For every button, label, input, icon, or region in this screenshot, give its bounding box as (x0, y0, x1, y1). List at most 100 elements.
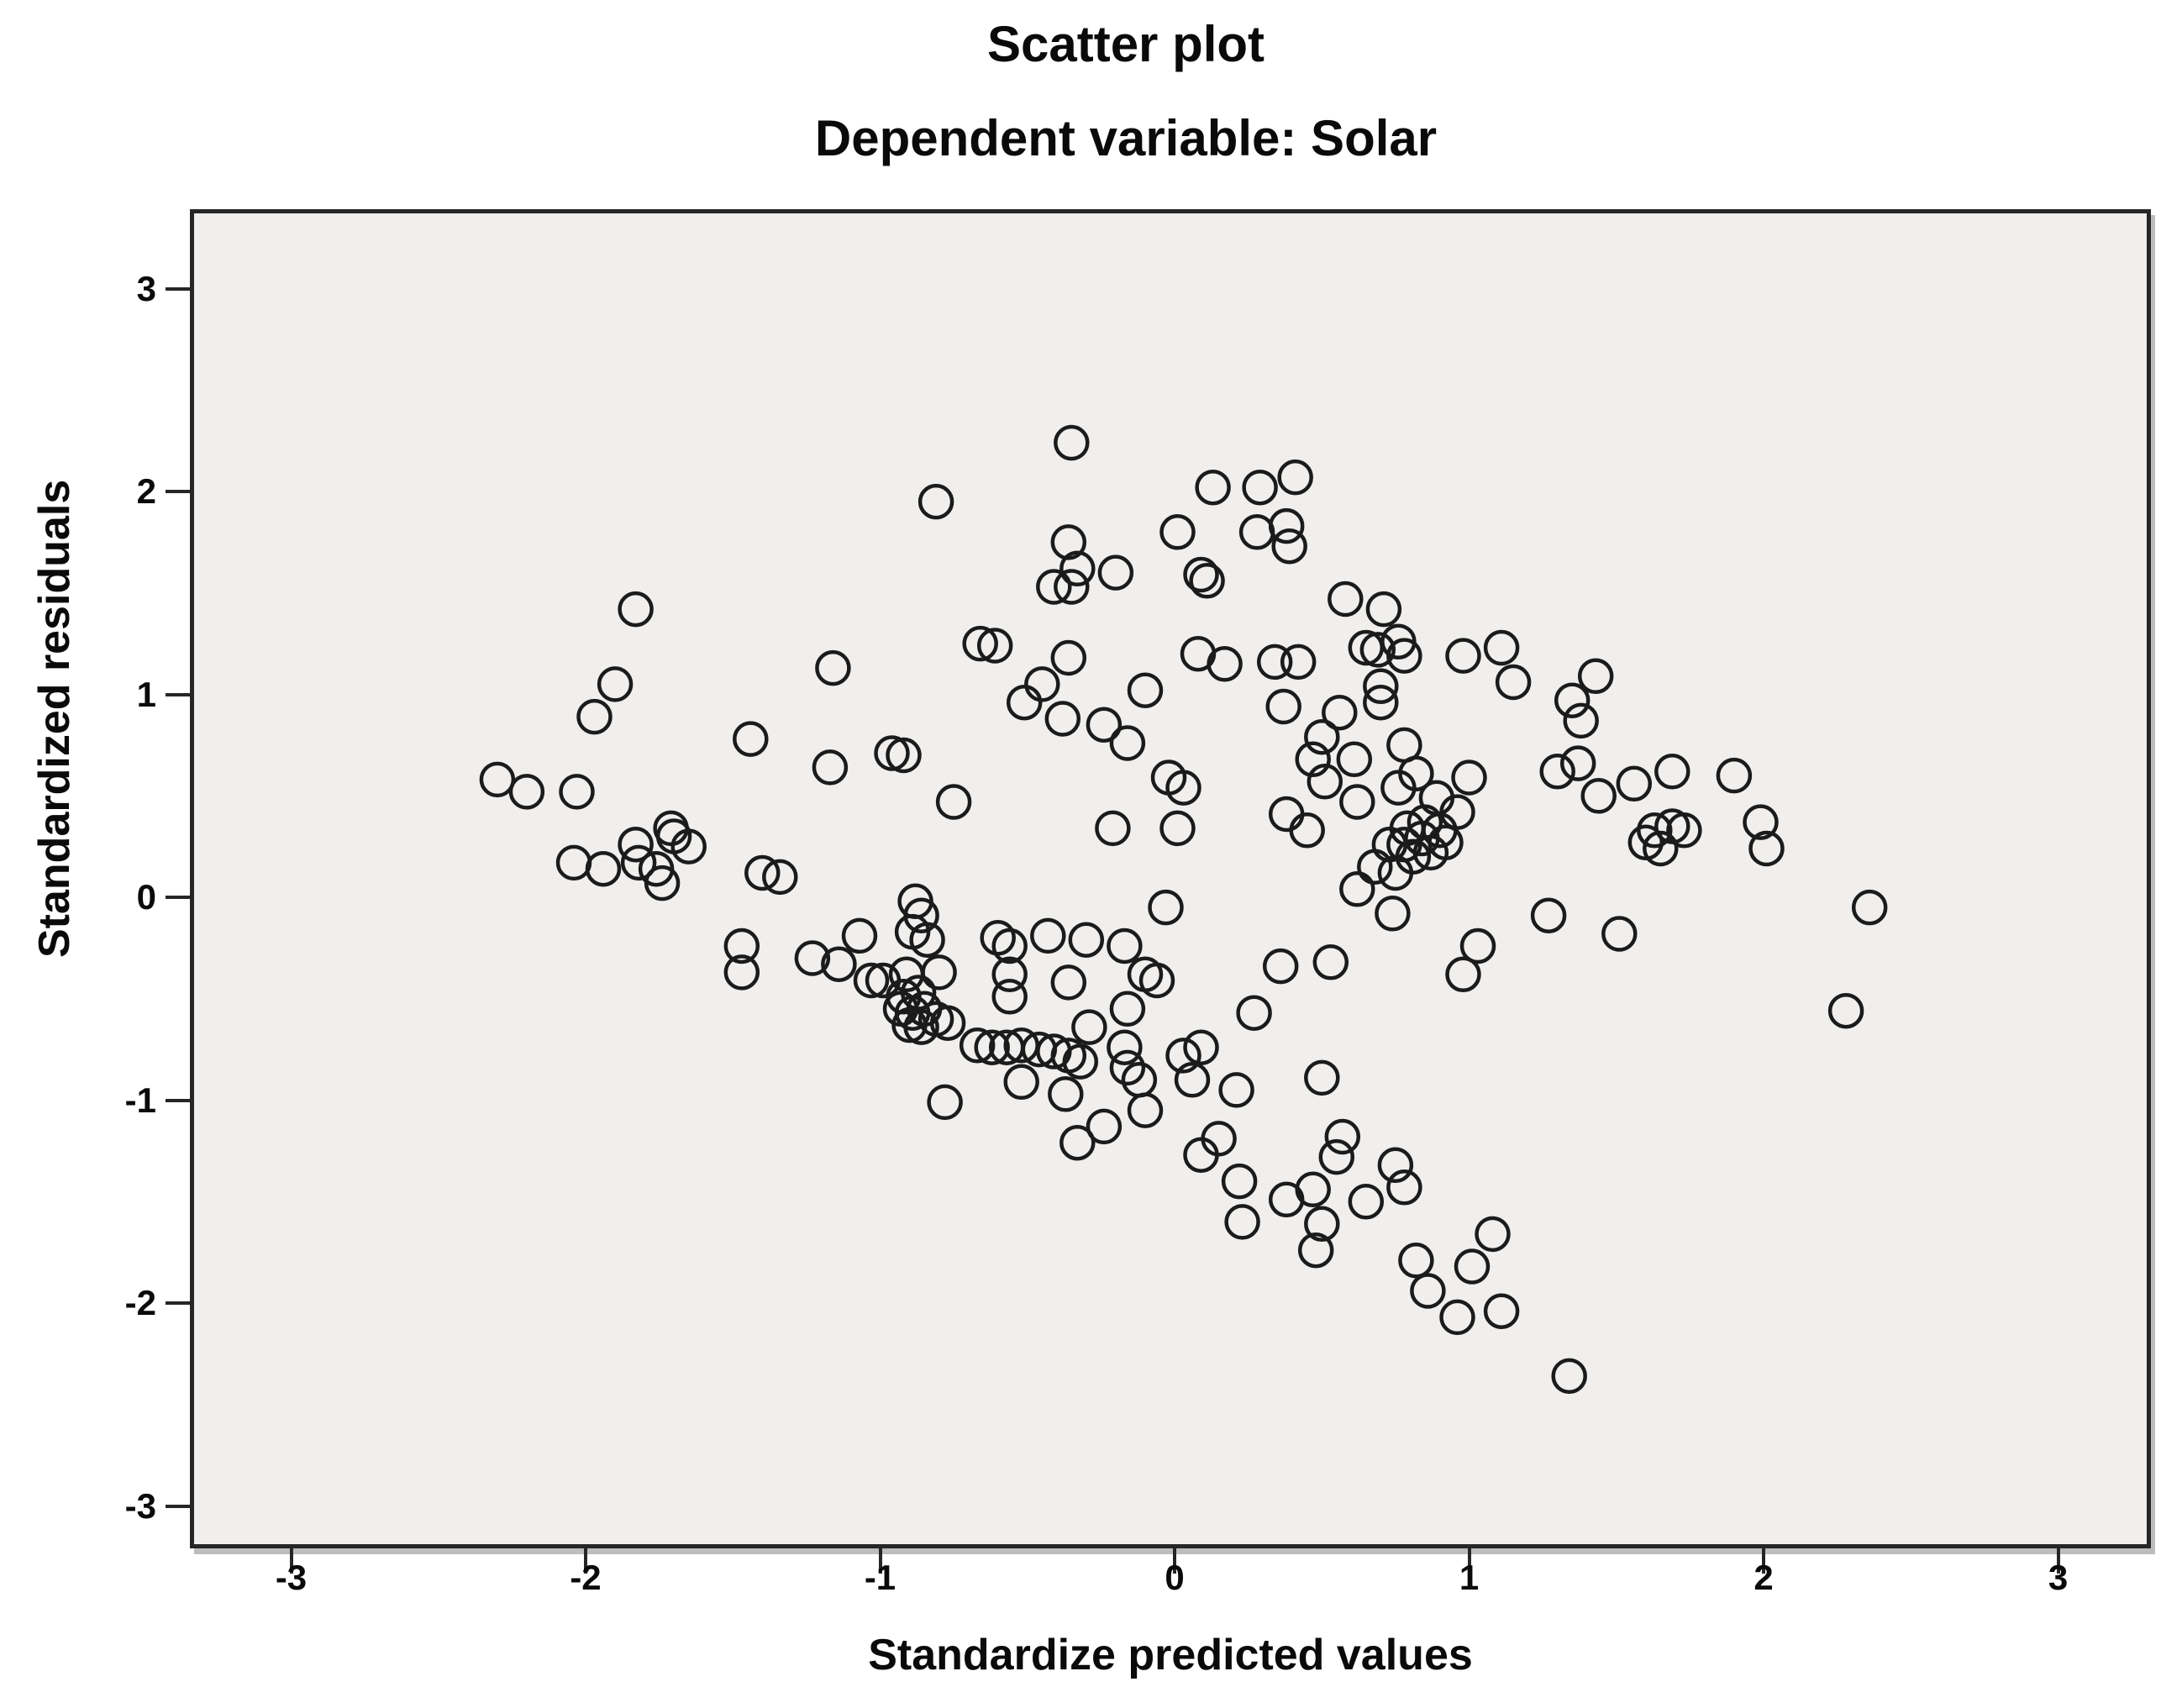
x-tick-label: 0 (1165, 1558, 1185, 1597)
data-point (1454, 1248, 1491, 1285)
data-point (1107, 928, 1143, 964)
data-point (1530, 897, 1567, 933)
x-axis-tick (584, 1548, 587, 1574)
x-tick-label: -1 (864, 1558, 896, 1597)
data-point (1339, 871, 1375, 907)
data-point (1743, 804, 1779, 840)
data-point (841, 917, 878, 954)
data-point (508, 774, 545, 810)
chart-title: Scatter plot (986, 16, 1265, 72)
data-point (1307, 764, 1343, 800)
data-point (1159, 514, 1196, 550)
data-point (1304, 718, 1340, 755)
data-point (909, 922, 945, 958)
data-point (1386, 727, 1422, 764)
data-point (1165, 770, 1201, 806)
data-point (1044, 701, 1081, 737)
data-point (1348, 1184, 1385, 1220)
x-tick-label: 3 (2048, 1558, 2069, 1597)
data-point (1483, 1293, 1520, 1329)
data-point (1377, 1147, 1414, 1184)
data-point (585, 850, 622, 887)
data-point (1127, 672, 1164, 708)
data-point (1221, 1163, 1258, 1200)
data-point (1643, 830, 1679, 867)
data-point (1563, 702, 1599, 739)
data-point (1601, 916, 1638, 952)
data-point (1195, 469, 1231, 506)
data-point (1054, 424, 1090, 461)
data-point (1238, 514, 1275, 550)
data-point (1006, 684, 1043, 721)
data-point (1475, 1216, 1511, 1253)
data-point (1059, 550, 1096, 587)
data-point (1459, 928, 1496, 964)
data-point (1495, 664, 1532, 701)
data-point (888, 956, 925, 993)
data-point (1109, 991, 1146, 1027)
data-point (886, 737, 922, 774)
data-point (1109, 1049, 1146, 1086)
data-point (1086, 707, 1123, 743)
x-tick-label: 1 (1459, 1558, 1480, 1597)
data-point (1062, 1043, 1099, 1080)
data-point (1304, 1059, 1340, 1096)
data-point (1363, 684, 1399, 721)
data-point (1265, 688, 1301, 725)
data-point (1138, 962, 1175, 999)
data-point (479, 761, 516, 798)
data-point (597, 666, 634, 702)
data-point (815, 649, 851, 686)
data-point (991, 956, 1028, 993)
data-point (1268, 507, 1305, 544)
data-point (853, 962, 890, 999)
data-point (1174, 1062, 1211, 1098)
data-point (1097, 554, 1134, 591)
data-point (1386, 1169, 1422, 1206)
data-point (1036, 569, 1072, 605)
data-point (991, 928, 1028, 964)
data-point (1224, 1204, 1260, 1240)
data-point (959, 1027, 996, 1064)
data-point (962, 625, 998, 662)
data-point (1003, 1064, 1039, 1101)
data-point (1359, 632, 1396, 668)
data-point (1068, 922, 1105, 958)
plot-area (190, 209, 2151, 1548)
y-tick-label: -2 (124, 1283, 156, 1322)
data-point (1666, 812, 1702, 849)
data-point (1398, 1243, 1434, 1279)
data-point (620, 844, 657, 881)
data-point (733, 721, 769, 757)
data-point (1322, 694, 1358, 731)
data-point (1183, 1029, 1219, 1065)
data-point (1827, 992, 1864, 1029)
data-point (618, 826, 654, 863)
data-point (1280, 644, 1317, 681)
y-axis-tick (166, 896, 194, 899)
x-tick-label: 2 (1753, 1558, 1774, 1597)
data-point (1218, 1072, 1254, 1108)
data-point (1071, 1009, 1107, 1045)
data-point (1616, 765, 1653, 802)
data-point (874, 735, 910, 771)
data-point (821, 946, 857, 982)
data-point (1716, 757, 1753, 794)
data-point (1412, 834, 1449, 871)
data-point (1268, 796, 1305, 833)
scatter-points-layer (479, 424, 1888, 1395)
data-point (1127, 1092, 1164, 1128)
x-tick-label: -2 (570, 1558, 602, 1597)
y-axis-tick (166, 490, 194, 493)
x-axis-tick (2056, 1548, 2060, 1574)
data-point (1183, 556, 1219, 593)
data-point (976, 628, 1013, 664)
data-point (1165, 1038, 1201, 1074)
data-point (1445, 638, 1481, 674)
data-point (1336, 741, 1373, 778)
data-point (891, 1006, 928, 1043)
data-point (1748, 830, 1785, 867)
data-point (929, 1005, 966, 1041)
data-point (1386, 638, 1422, 674)
